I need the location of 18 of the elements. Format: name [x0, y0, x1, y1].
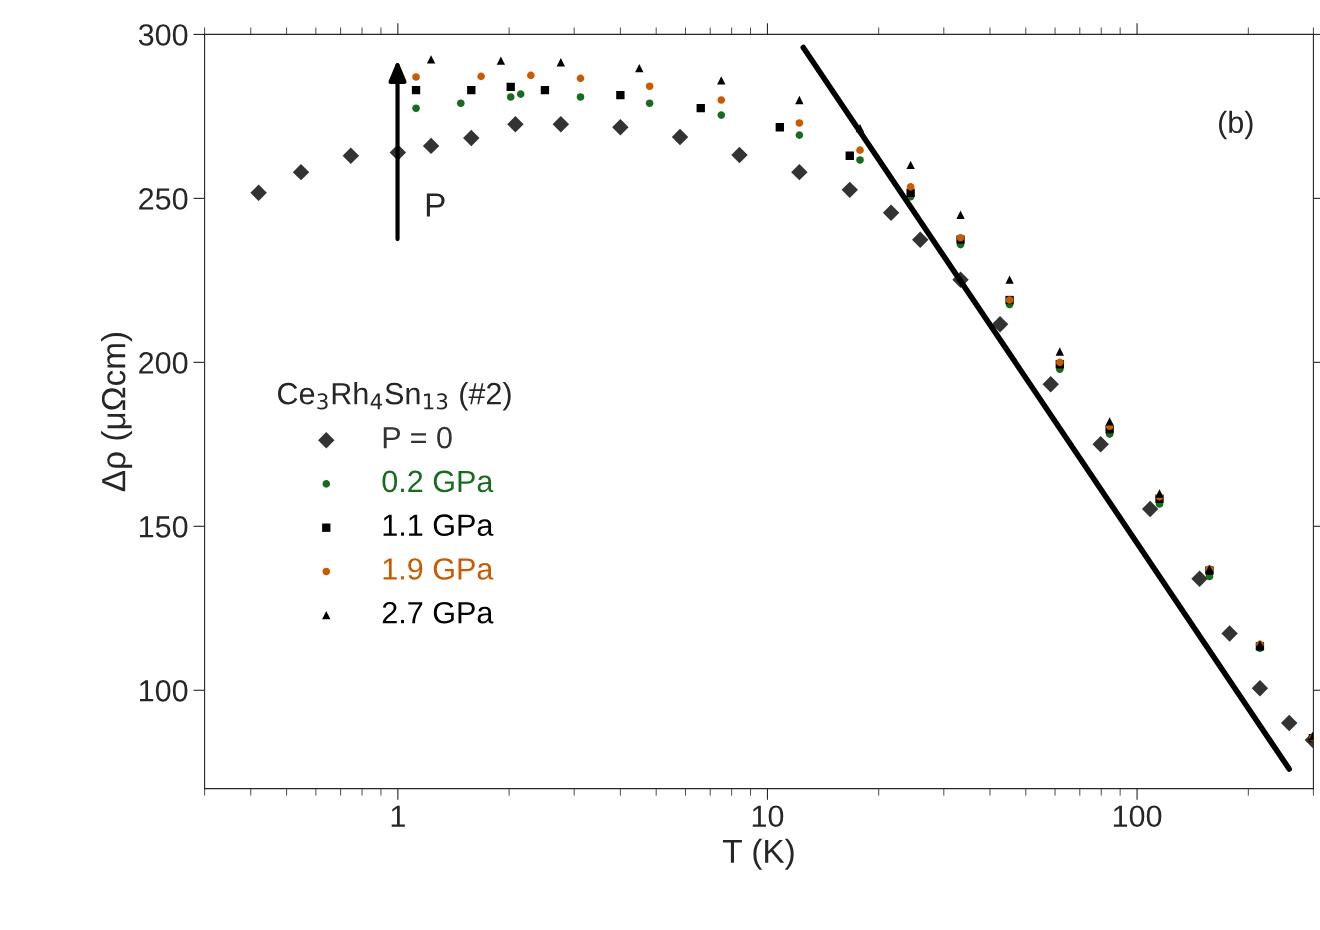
y-tick-label: 200	[139, 352, 188, 374]
x-tick-label: 1	[391, 805, 405, 827]
annotation: (b)	[1219, 110, 1253, 140]
legend-label: 1.1 GPa	[383, 514, 494, 537]
x-tick-label: 100	[1113, 805, 1162, 828]
y-tick-label: 300	[138, 24, 188, 46]
y-axis-title: Δρ (μΩcm)	[101, 332, 133, 492]
legend-label: 1.9 GPa	[383, 558, 494, 580]
legend-label: 0.2 GPa	[382, 470, 494, 493]
y-tick-label: 250	[139, 188, 188, 210]
annotation: P	[426, 193, 445, 217]
y-tick-label: 150	[139, 516, 188, 538]
x-axis-title: T (K)	[723, 838, 794, 870]
x-tick-label: 10	[752, 805, 784, 828]
legend-label: 2.7 GPa	[382, 601, 494, 624]
legend-title: Ce$_{3}$Rh$_{4}$Sn$_{13}$ (#2)	[278, 382, 511, 411]
legend-label: P = 0	[383, 426, 452, 449]
y-tick-label: 100	[139, 680, 188, 702]
